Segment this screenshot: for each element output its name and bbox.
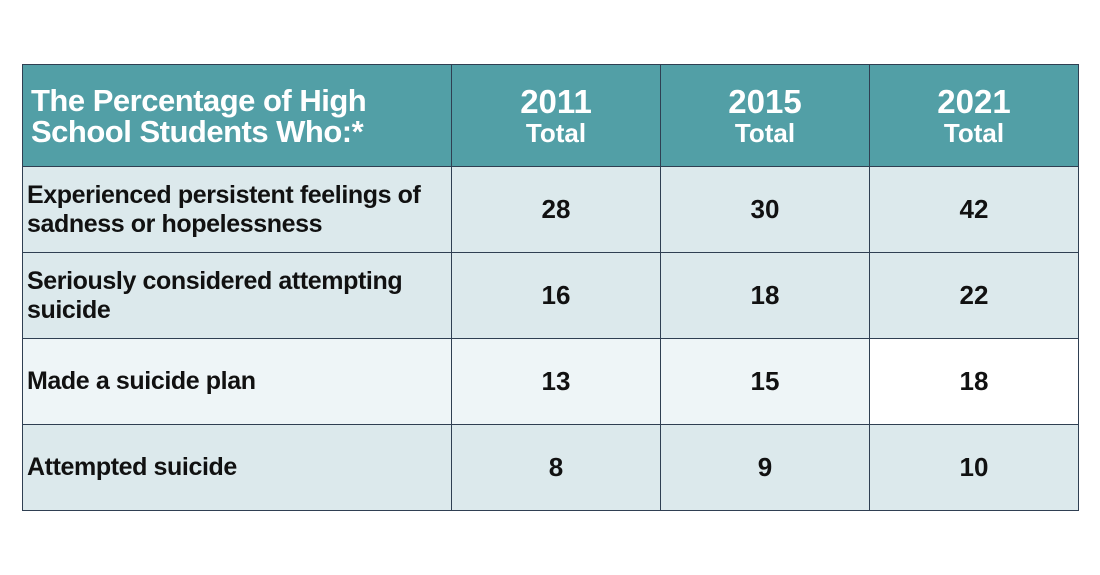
value-cell: 18 (660, 252, 870, 339)
data-table-container: The Percentage of High School Students W… (22, 64, 1079, 511)
table-row-considered: Seriously considered attempting suicide … (22, 252, 1079, 339)
header-label-text: The Percentage of High School Students W… (31, 82, 367, 149)
header-year-number: 2021 (937, 82, 1011, 120)
header-year-2015: 2015 Total (660, 64, 870, 167)
table-row-sadness: Experienced persistent feelings of sadne… (22, 166, 1079, 253)
table-header-row: The Percentage of High School Students W… (22, 64, 1079, 167)
value-cell: 22 (869, 252, 1079, 339)
header-year-subtitle: Total (525, 117, 587, 148)
value-cell: 16 (451, 252, 661, 339)
table-row-attempted: Attempted suicide 8 9 10 (22, 424, 1079, 511)
value-cell: 42 (869, 166, 1079, 253)
row-label: Seriously considered attempting suicide (22, 252, 452, 339)
header-year-subtitle: Total (943, 117, 1005, 148)
value-cell: 9 (660, 424, 870, 511)
row-label: Experienced persistent feelings of sadne… (22, 166, 452, 253)
value-cell: 15 (660, 338, 870, 425)
value-cell: 18 (869, 338, 1079, 425)
header-year-number: 2011 (520, 82, 592, 120)
value-cell: 30 (660, 166, 870, 253)
header-year-subtitle: Total (734, 117, 796, 148)
header-year-2011: 2011 Total (451, 64, 661, 167)
header-year-2021: 2021 Total (869, 64, 1079, 167)
header-year-number: 2015 (728, 82, 802, 120)
header-label-cell: The Percentage of High School Students W… (22, 64, 452, 167)
row-label: Made a suicide plan (22, 338, 452, 425)
data-table: The Percentage of High School Students W… (22, 64, 1079, 511)
value-cell: 8 (451, 424, 661, 511)
row-label: Attempted suicide (22, 424, 452, 511)
value-cell: 13 (451, 338, 661, 425)
value-cell: 10 (869, 424, 1079, 511)
table-row-plan: Made a suicide plan 13 15 18 (22, 338, 1079, 425)
value-cell: 28 (451, 166, 661, 253)
